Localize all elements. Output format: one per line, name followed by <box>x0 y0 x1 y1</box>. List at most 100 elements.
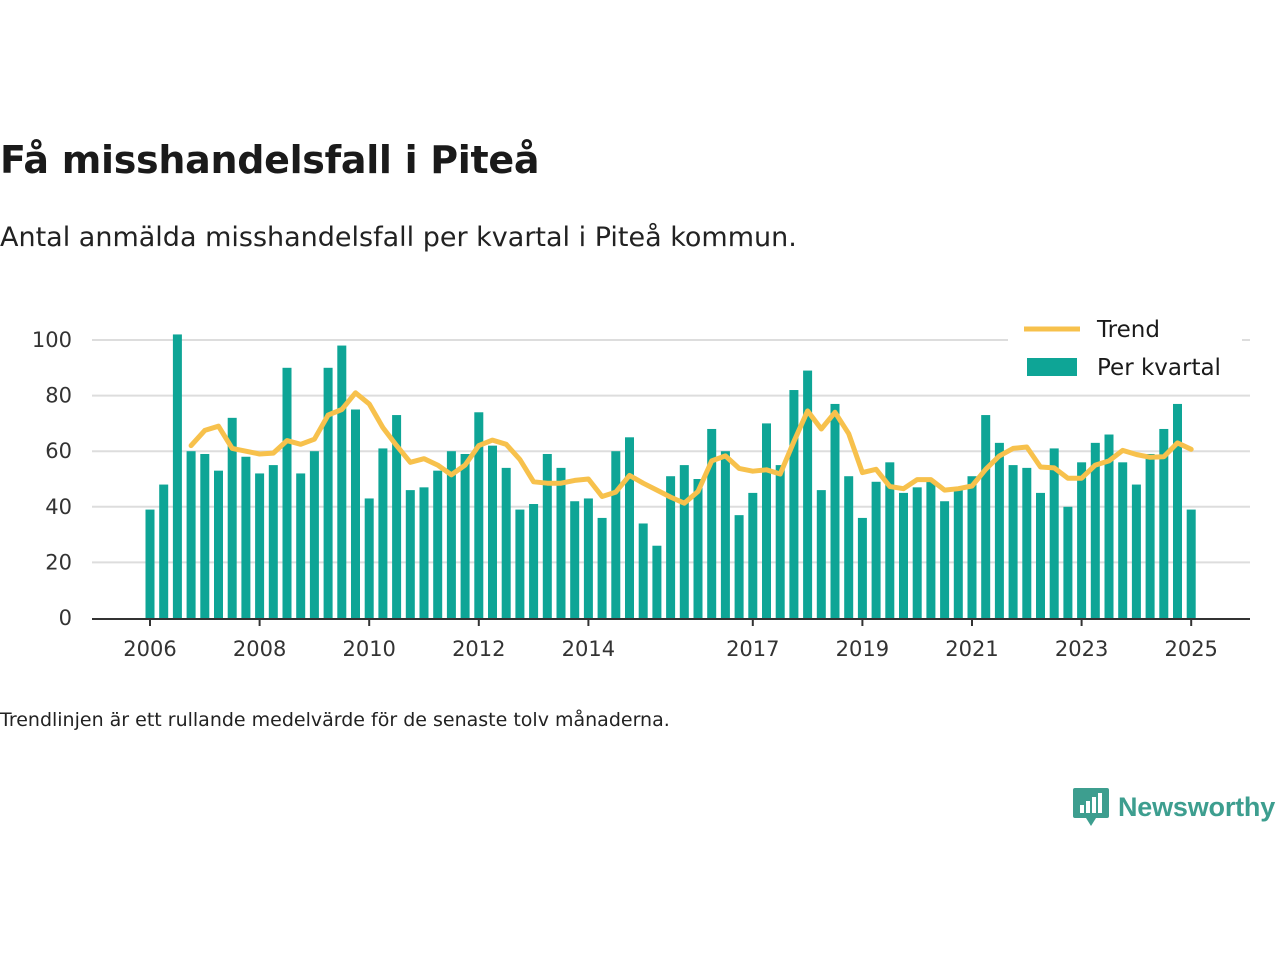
bar <box>981 415 991 618</box>
bar <box>255 473 265 618</box>
y-tick-label: 80 <box>45 384 72 408</box>
bar <box>501 467 511 618</box>
bar <box>762 423 771 618</box>
bar <box>789 390 799 618</box>
y-tick-label: 100 <box>32 328 72 352</box>
bar <box>666 476 676 618</box>
bar <box>474 412 484 618</box>
bar <box>337 345 347 618</box>
bar <box>542 453 552 618</box>
y-tick-label: 60 <box>45 439 72 463</box>
bar <box>638 523 648 618</box>
bar <box>611 451 621 618</box>
bar <box>940 501 950 618</box>
bar <box>1077 462 1087 618</box>
bar <box>433 470 443 618</box>
bar <box>364 498 374 618</box>
bar <box>707 428 717 618</box>
bar <box>570 501 580 618</box>
footnote: Trendlinjen är ett rullande medelvärde f… <box>0 709 670 731</box>
y-tick-label: 20 <box>45 550 72 574</box>
bar <box>515 509 525 618</box>
bar <box>871 481 881 618</box>
brand-name: Newsworthy <box>1118 791 1276 822</box>
bar <box>734 515 744 618</box>
bar <box>323 367 333 618</box>
x-tick-label: 2025 <box>1164 637 1217 661</box>
bar <box>953 490 963 618</box>
bar <box>296 473 306 618</box>
bar <box>583 498 593 618</box>
bar <box>214 470 223 618</box>
bar <box>885 462 895 618</box>
bar <box>268 465 278 618</box>
bar <box>159 484 169 618</box>
bar <box>1131 484 1141 618</box>
bar <box>241 456 251 618</box>
bar <box>1159 428 1169 618</box>
bar <box>200 453 210 618</box>
bar <box>419 487 429 618</box>
bar <box>529 504 539 618</box>
bar <box>186 451 196 618</box>
bar <box>460 453 470 618</box>
bar <box>1049 448 1059 618</box>
bar <box>392 415 402 618</box>
bar <box>899 492 908 618</box>
bar <box>556 467 566 618</box>
bar <box>693 479 703 618</box>
x-tick-label: 2021 <box>945 637 998 661</box>
bar <box>830 403 840 618</box>
bar <box>1036 492 1045 618</box>
bar <box>1008 465 1018 618</box>
x-tick-label: 2008 <box>233 637 286 661</box>
bar <box>172 334 182 618</box>
bar <box>1173 403 1182 618</box>
bar <box>967 476 977 618</box>
bar <box>282 367 292 618</box>
bar <box>926 481 936 618</box>
bar <box>720 451 730 618</box>
bar <box>227 417 237 618</box>
trend-line <box>188 390 1194 506</box>
bar <box>1063 506 1073 618</box>
bar <box>309 451 319 618</box>
bar <box>816 490 826 618</box>
x-tick-label: 2017 <box>726 637 779 661</box>
bar-line-chart: 0 20 40 60 80 100 2006 2008 2010 2012 2014 2017 201… <box>32 310 1250 661</box>
bar <box>912 487 922 618</box>
bar <box>775 465 785 618</box>
x-tick-label: 2014 <box>562 637 615 661</box>
legend-background <box>1008 310 1242 390</box>
bar <box>652 545 662 618</box>
legend: Trend Per kvartal <box>1008 310 1242 390</box>
y-tick-label: 0 <box>59 606 72 630</box>
bar-series <box>145 334 1196 618</box>
bar <box>1022 467 1032 618</box>
legend-bar-label: Per kvartal <box>1097 355 1221 381</box>
newsworthy-logo-icon <box>1073 788 1109 826</box>
x-tick-label: 2012 <box>452 637 505 661</box>
bar <box>597 517 607 618</box>
x-axis-ticks: 2006 2008 2010 2012 2014 2017 2019 2021 2023 2025 <box>123 619 1218 661</box>
chart-title: Få misshandelsfall i Piteå <box>0 138 540 182</box>
bar <box>857 517 867 618</box>
bar <box>1104 434 1114 618</box>
legend-trend-label: Trend <box>1096 317 1160 343</box>
bar <box>1090 442 1100 618</box>
bar <box>748 492 758 618</box>
x-tick-label: 2019 <box>836 637 889 661</box>
trend-series <box>188 390 1194 506</box>
bar <box>378 448 388 618</box>
bar <box>994 442 1004 618</box>
bar <box>351 409 360 618</box>
brand-logo[interactable]: Newsworthy <box>1072 786 1275 828</box>
bar <box>446 451 456 618</box>
bar <box>1186 509 1196 618</box>
bar <box>844 476 854 618</box>
bar <box>679 465 689 618</box>
bar <box>1145 453 1155 618</box>
y-tick-label: 40 <box>45 495 72 519</box>
y-axis-labels: 0 20 40 60 80 100 <box>32 328 72 630</box>
bar <box>625 437 634 618</box>
